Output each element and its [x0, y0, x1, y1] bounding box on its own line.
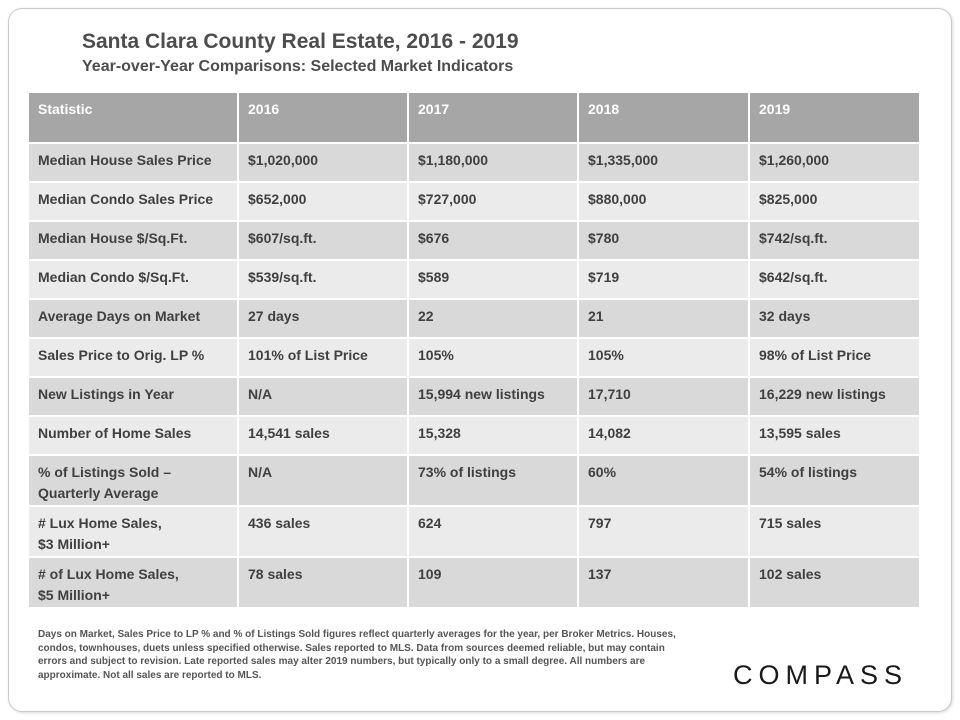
- value-cell-2017: 73% of listings: [407, 454, 579, 507]
- value-cell-2017: 624: [407, 505, 579, 558]
- value-cell-2018: 21: [577, 298, 750, 339]
- value-cell-2018: 17,710: [577, 376, 750, 417]
- statistic-cell: # of Lux Home Sales, $5 Million+: [27, 556, 239, 609]
- statistic-cell: Median Condo Sales Price: [27, 181, 239, 222]
- value-cell-2016: $539/sq.ft.: [237, 259, 409, 300]
- table-row: Median Condo Sales Price $652,000 $727,0…: [27, 181, 921, 222]
- statistic-cell: # Lux Home Sales, $3 Million+: [27, 505, 239, 558]
- value-cell-2019: $825,000: [748, 181, 921, 222]
- value-cell-2017: $1,180,000: [407, 142, 579, 183]
- value-cell-2019: 32 days: [748, 298, 921, 339]
- statistic-line-1: % of Listings Sold –: [38, 464, 172, 480]
- value-cell-2017: 105%: [407, 337, 579, 378]
- value-cell-2016: N/A: [237, 376, 409, 417]
- column-header-2019: 2019: [748, 91, 921, 144]
- page-title: Santa Clara County Real Estate, 2016 - 2…: [82, 30, 519, 53]
- table-row: Average Days on Market 27 days 22 21 32 …: [27, 298, 921, 339]
- value-cell-2017: $727,000: [407, 181, 579, 222]
- statistic-line-2: $5 Million+: [38, 587, 110, 603]
- column-header-2017: 2017: [407, 91, 579, 144]
- value-cell-2018: $719: [577, 259, 750, 300]
- value-cell-2019: 98% of List Price: [748, 337, 921, 378]
- value-cell-2019: $742/sq.ft.: [748, 220, 921, 261]
- statistic-cell: % of Listings Sold – Quarterly Average: [27, 454, 239, 507]
- table-row: Median House Sales Price $1,020,000 $1,1…: [27, 142, 921, 183]
- table-row: Median House $/Sq.Ft. $607/sq.ft. $676 $…: [27, 220, 921, 261]
- value-cell-2016: 14,541 sales: [237, 415, 409, 456]
- value-cell-2018: 14,082: [577, 415, 750, 456]
- compass-logo: COMPASS: [733, 660, 909, 690]
- value-cell-2016: 101% of List Price: [237, 337, 409, 378]
- value-cell-2018: $880,000: [577, 181, 750, 222]
- value-cell-2018: 797: [577, 505, 750, 558]
- statistic-cell: Median Condo $/Sq.Ft.: [27, 259, 239, 300]
- statistic-cell: New Listings in Year: [27, 376, 239, 417]
- table-row: # of Lux Home Sales, $5 Million+ 78 sales…: [27, 556, 921, 609]
- column-header-2018: 2018: [577, 91, 750, 144]
- value-cell-2017: 15,994 new listings: [407, 376, 579, 417]
- value-cell-2016: $652,000: [237, 181, 409, 222]
- table-row: % of Listings Sold – Quarterly Average N/…: [27, 454, 921, 507]
- market-indicators-table: Statistic 2016 2017 2018 2019 Median Hou…: [27, 91, 921, 609]
- value-cell-2016: 78 sales: [237, 556, 409, 609]
- value-cell-2017: $676: [407, 220, 579, 261]
- value-cell-2016: N/A: [237, 454, 409, 507]
- value-cell-2019: 13,595 sales: [748, 415, 921, 456]
- footnote: Days on Market, Sales Price to LP % and …: [38, 629, 676, 681]
- value-cell-2019: 102 sales: [748, 556, 921, 609]
- column-header-2016: 2016: [237, 91, 409, 144]
- statistic-line-1: # of Lux Home Sales,: [38, 566, 179, 582]
- value-cell-2017: $589: [407, 259, 579, 300]
- statistic-cell: Number of Home Sales: [27, 415, 239, 456]
- table-row: Number of Home Sales 14,541 sales 15,328…: [27, 415, 921, 456]
- value-cell-2019: $642/sq.ft.: [748, 259, 921, 300]
- value-cell-2016: $1,020,000: [237, 142, 409, 183]
- value-cell-2017: 22: [407, 298, 579, 339]
- table-row: New Listings in Year N/A 15,994 new list…: [27, 376, 921, 417]
- page-subtitle: Year-over-Year Comparisons: Selected Mar…: [82, 58, 514, 75]
- statistic-line-1: # Lux Home Sales,: [38, 515, 162, 531]
- statistic-cell: Median House Sales Price: [27, 142, 239, 183]
- value-cell-2017: 109: [407, 556, 579, 609]
- table-row: Median Condo $/Sq.Ft. $539/sq.ft. $589 $…: [27, 259, 921, 300]
- value-cell-2016: 436 sales: [237, 505, 409, 558]
- value-cell-2018: $780: [577, 220, 750, 261]
- value-cell-2019: 16,229 new listings: [748, 376, 921, 417]
- value-cell-2018: $1,335,000: [577, 142, 750, 183]
- value-cell-2018: 137: [577, 556, 750, 609]
- value-cell-2018: 60%: [577, 454, 750, 507]
- value-cell-2016: $607/sq.ft.: [237, 220, 409, 261]
- value-cell-2018: 105%: [577, 337, 750, 378]
- value-cell-2019: 54% of listings: [748, 454, 921, 507]
- table-row: # Lux Home Sales, $3 Million+ 436 sales 6…: [27, 505, 921, 558]
- table-header-row: Statistic 2016 2017 2018 2019: [27, 91, 921, 144]
- statistic-line-2: $3 Million+: [38, 536, 110, 552]
- value-cell-2019: 715 sales: [748, 505, 921, 558]
- column-header-statistic: Statistic: [27, 91, 239, 144]
- statistic-cell: Median House $/Sq.Ft.: [27, 220, 239, 261]
- statistic-cell: Average Days on Market: [27, 298, 239, 339]
- value-cell-2019: $1,260,000: [748, 142, 921, 183]
- value-cell-2016: 27 days: [237, 298, 409, 339]
- statistic-cell: Sales Price to Orig. LP %: [27, 337, 239, 378]
- value-cell-2017: 15,328: [407, 415, 579, 456]
- table-row: Sales Price to Orig. LP % 101% of List P…: [27, 337, 921, 378]
- statistic-line-2: Quarterly Average: [38, 485, 159, 501]
